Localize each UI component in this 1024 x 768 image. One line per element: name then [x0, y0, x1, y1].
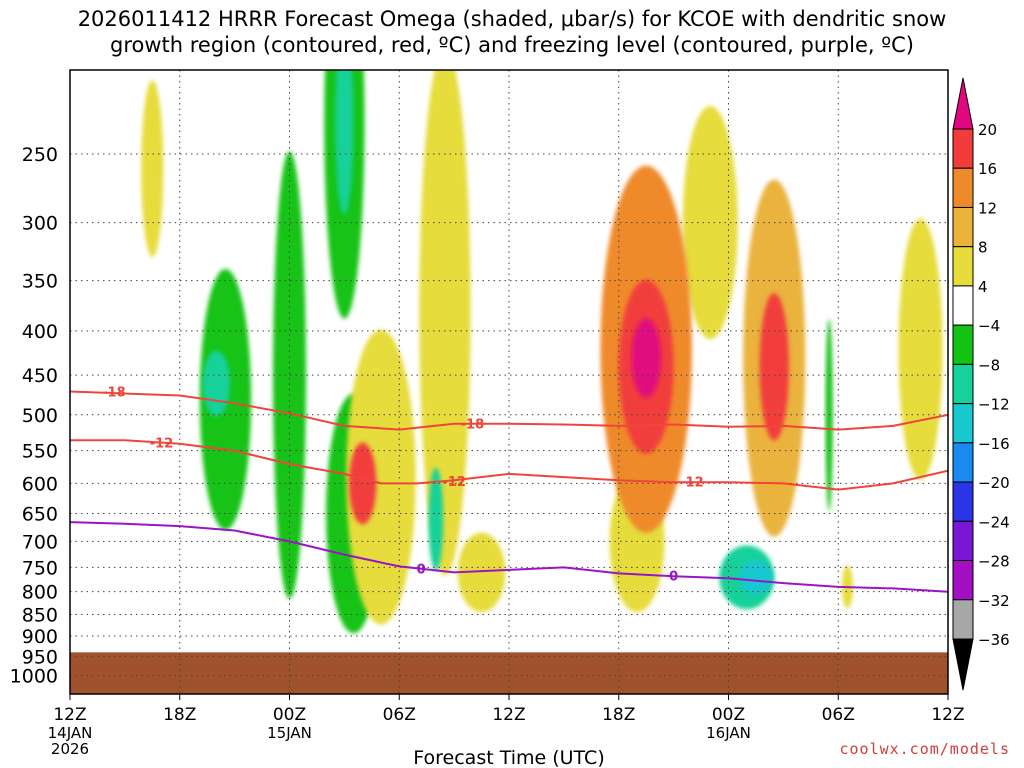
colorbar-bin-3: [952, 206, 974, 248]
x-tick-sublabel-0-0: 14JAN: [48, 724, 93, 742]
y-tick-label-550: 550: [22, 441, 58, 463]
colorbar-label-3: 8: [978, 239, 988, 257]
x-tick-label-4: 12Z: [492, 705, 525, 725]
y-tick-label-700: 700: [22, 531, 58, 553]
omega-feature-9: [457, 532, 506, 613]
y-tick-label-850: 850: [22, 604, 58, 626]
x-tick-label-8: 12Z: [931, 705, 964, 725]
colorbar-bin-11: [952, 520, 974, 562]
isotherm-minus12: [70, 439, 948, 491]
colorbar: 20 16 12 8 4 −4 −8 −12 −16 −20 −24 −28 −32 −36: [952, 77, 1010, 691]
isotherm-label-18-a: -18: [102, 386, 126, 401]
isotherm-label-12-c: -12: [680, 476, 704, 491]
gridlines: [70, 70, 948, 694]
colorbar-label-9: −20: [978, 474, 1010, 492]
credit-text: coolwx.com/models: [839, 740, 1010, 758]
omega-feature-6: [273, 151, 306, 599]
y-tick-label-750: 750: [22, 557, 58, 579]
y-tick-label-1000: 1000: [10, 666, 58, 688]
colorbar-label-13: −36: [978, 631, 1010, 649]
colorbar-label-4: 4: [978, 278, 988, 296]
y-tick-label-350: 350: [22, 271, 58, 293]
colorbar-bin-6: [952, 324, 974, 365]
colorbar-bin-7: [952, 363, 974, 405]
y-axis: 2503003504004505005506006507007508008509…: [10, 144, 58, 688]
colorbar-bin-13: [952, 599, 974, 640]
omega-feature-22: [759, 293, 789, 441]
colorbar-bin-8: [952, 403, 974, 444]
x-tick-sublabel-6-0: 16JAN: [706, 724, 751, 742]
colorbar-label-7: −12: [978, 396, 1010, 414]
colorbar-bin-5: [952, 285, 974, 326]
omega-feature-16: [335, 70, 354, 215]
omega-shading: [141, 70, 943, 634]
omega-feature-3: [682, 106, 738, 340]
y-tick-label-500: 500: [22, 405, 58, 427]
colorbar-label-0: 20: [978, 121, 997, 139]
isotherm-label-12-a: -12: [150, 436, 174, 451]
colorbar-top-arrow: [952, 77, 974, 130]
colorbar-label-6: −8: [978, 356, 1000, 374]
x-tick-label-1: 18Z: [163, 705, 196, 725]
x-tick-sublabel-2-0: 15JAN: [267, 724, 312, 742]
omega-feature-1: [419, 70, 471, 576]
chart-title-line2: growth region (contoured, red, ºC) and f…: [110, 33, 914, 57]
x-tick-label-0: 12Z: [53, 705, 86, 725]
y-tick-label-600: 600: [22, 473, 58, 495]
colorbar-bin-10: [952, 481, 974, 522]
y-tick-label-300: 300: [22, 213, 58, 235]
colorbar-bottom-arrow: [952, 638, 974, 691]
colorbar-bin-9: [952, 442, 974, 483]
x-tick-sublabel-0-1: 2026: [51, 740, 89, 758]
colorbar-bin-1: [952, 128, 974, 169]
colorbar-label-11: −28: [978, 553, 1010, 571]
colorbar-label-8: −16: [978, 435, 1010, 453]
colorbar-bin-4: [952, 246, 974, 287]
y-tick-label-250: 250: [22, 144, 58, 166]
isotherm-minus18: [70, 390, 948, 431]
omega-feature-13: [428, 467, 444, 571]
chart-title-line1: 2026011412 HRRR Forecast Omega (shaded, …: [77, 7, 947, 31]
omega-feature-8: [346, 329, 416, 625]
freezing-label-a: 0: [417, 562, 426, 577]
omega-feature-0: [141, 80, 164, 258]
contours: [70, 390, 948, 593]
x-tick-label-5: 18Z: [602, 705, 635, 725]
colorbar-label-12: −32: [978, 592, 1010, 610]
isotherm-label-18-b: -18: [461, 418, 485, 433]
contour-labels: -18 -18 -12 -12 -12 0 0: [102, 386, 704, 585]
freezing-level-line: [70, 521, 948, 593]
colorbar-bin-12: [952, 560, 974, 601]
colorbar-label-5: −4: [978, 317, 1000, 335]
x-tick-label-6: 00Z: [712, 705, 745, 725]
y-tick-label-800: 800: [22, 582, 58, 604]
colorbar-label-2: 12: [978, 199, 997, 217]
y-tick-label-900: 900: [22, 626, 58, 648]
freezing-label-b: 0: [669, 569, 678, 584]
colorbar-label-1: 16: [978, 160, 997, 178]
x-tick-label-2: 00Z: [273, 705, 306, 725]
y-tick-label-950: 950: [22, 646, 58, 668]
omega-feature-19: [739, 560, 773, 595]
y-tick-label-400: 400: [22, 321, 58, 343]
colorbar-bin-2: [952, 167, 974, 208]
omega-feature-23: [631, 318, 661, 398]
omega-feature-15: [202, 350, 231, 417]
y-tick-label-650: 650: [22, 504, 58, 526]
x-tick-label-7: 06Z: [822, 705, 855, 725]
chart-title: 2026011412 HRRR Forecast Omega (shaded, …: [0, 6, 1024, 58]
y-tick-label-450: 450: [22, 365, 58, 387]
omega-feature-4: [898, 218, 943, 480]
colorbar-label-10: −24: [978, 513, 1010, 531]
x-axis-label: Forecast Time (UTC): [413, 747, 604, 768]
isotherm-label-12-b: -12: [442, 475, 466, 490]
x-tick-label-3: 06Z: [383, 705, 416, 725]
